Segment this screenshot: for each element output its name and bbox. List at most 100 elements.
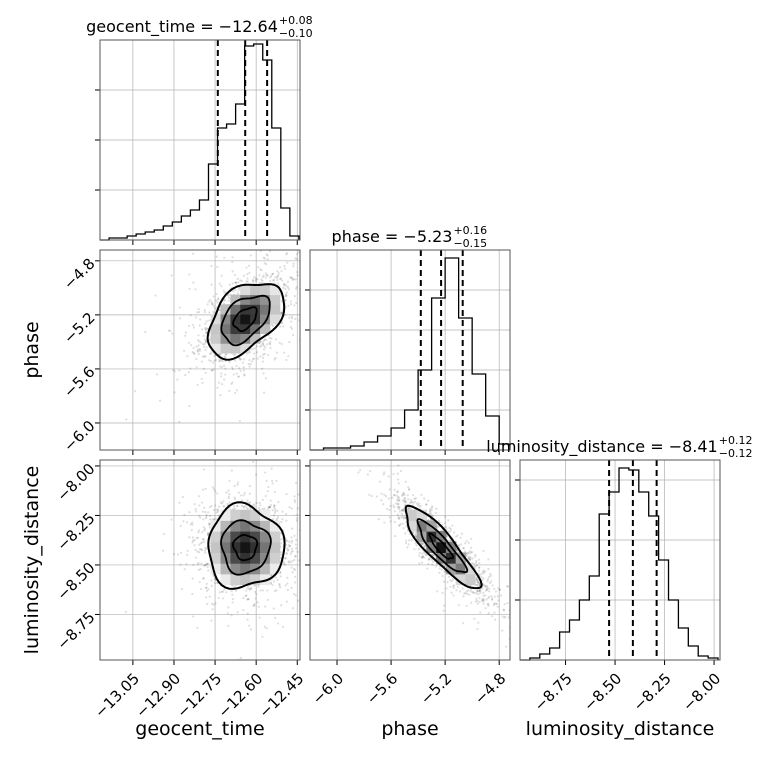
sample-point (284, 293, 288, 296)
sample-point (211, 303, 214, 306)
density-cell (220, 573, 231, 586)
sample-point (414, 535, 418, 538)
sample-point (236, 292, 239, 295)
sample-point (396, 513, 399, 516)
sample-point (212, 368, 215, 371)
sample-point (224, 356, 227, 359)
sample-point (201, 381, 204, 384)
sample-point (273, 358, 276, 361)
sample-point (209, 298, 212, 302)
sample-point (274, 576, 278, 579)
sample-point (419, 504, 422, 508)
sample-point (243, 491, 246, 495)
sample-point (293, 581, 297, 584)
sample-point (281, 625, 284, 628)
sample-point (178, 317, 182, 320)
sample-point (464, 550, 467, 553)
sample-point (286, 252, 289, 255)
sample-point (449, 579, 452, 582)
sample-point (173, 391, 176, 394)
title-main: geocent_time = −12.64 (86, 17, 278, 37)
sample-point (460, 532, 464, 535)
sample-point (170, 274, 173, 277)
sample-point (420, 556, 423, 559)
sample-point (272, 517, 275, 521)
sample-point (295, 285, 298, 289)
sample-point (204, 551, 207, 554)
sample-point (204, 371, 207, 374)
sample-point (400, 516, 403, 519)
sample-point (214, 582, 217, 585)
title-sup: +0.12 (719, 434, 753, 447)
sample-point (246, 598, 249, 601)
sample-point (216, 265, 219, 269)
sample-point (475, 597, 478, 600)
density-cell (220, 343, 231, 354)
density-cell (230, 573, 241, 586)
sample-point (216, 301, 219, 304)
sample-point (190, 344, 193, 347)
sample-point (281, 510, 284, 513)
sample-point (224, 353, 228, 356)
sample-point (204, 487, 207, 490)
sample-point (274, 357, 277, 360)
sample-point (441, 591, 444, 594)
sample-point (481, 578, 484, 582)
sample-point (286, 286, 290, 289)
sample-point (230, 382, 233, 385)
sample-point (476, 584, 479, 587)
sample-point (253, 603, 256, 606)
sample-point (210, 619, 213, 622)
density-cell (436, 531, 447, 543)
sample-point (261, 635, 264, 638)
sample-point (471, 591, 474, 594)
sample-point (382, 473, 385, 476)
sample-point (286, 280, 290, 283)
sample-point (263, 262, 266, 265)
sample-point (212, 304, 215, 308)
sample-point (400, 512, 403, 515)
sample-point (290, 320, 293, 323)
sample-point (155, 373, 159, 376)
sample-point (384, 495, 388, 498)
density-cell (269, 541, 281, 553)
sample-point (292, 277, 295, 281)
sample-point (403, 493, 406, 496)
sample-point (219, 365, 222, 368)
sample-point (507, 616, 510, 619)
sample-point (279, 325, 282, 328)
sample-point (212, 488, 216, 491)
sample-point (206, 327, 209, 330)
sample-point (291, 549, 294, 553)
density-cell (260, 552, 271, 564)
y-tick-label: −4.8 (60, 255, 98, 293)
sample-point (216, 297, 220, 300)
sample-point (372, 456, 374, 458)
sample-point (270, 337, 273, 340)
x-tick-label: −5.2 (417, 670, 455, 708)
sample-point (451, 578, 455, 581)
sample-point (188, 273, 191, 276)
density-cell (269, 531, 281, 543)
sample-point (197, 307, 200, 311)
sample-point (275, 517, 279, 520)
sample-point (403, 510, 406, 513)
sample-point (272, 607, 275, 610)
sample-point (254, 590, 257, 594)
sample-point (272, 324, 275, 328)
sample-point (327, 304, 329, 306)
sample-point (210, 283, 213, 286)
sample-point (232, 290, 235, 293)
density-cell (250, 531, 261, 543)
sample-point (256, 357, 259, 360)
sample-point (248, 358, 251, 362)
sample-point (286, 549, 289, 552)
sample-point (468, 593, 471, 596)
sample-point (283, 351, 286, 354)
sample-point (206, 303, 209, 306)
sample-point (397, 478, 400, 481)
sample-point (404, 503, 407, 506)
sample-point (220, 365, 224, 369)
sample-point (235, 364, 238, 368)
sample-point (282, 284, 286, 287)
